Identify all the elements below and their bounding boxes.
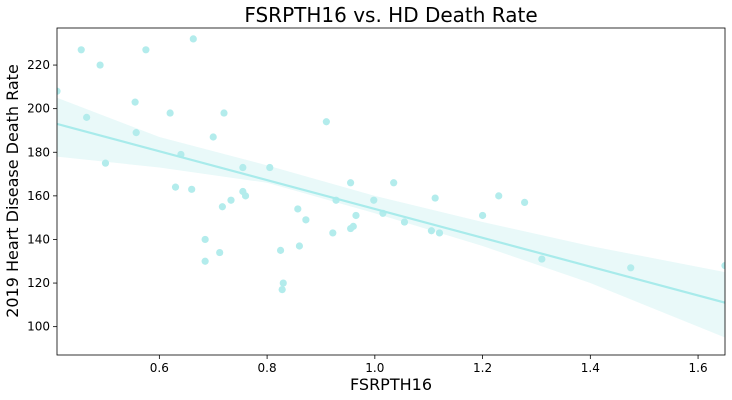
y-tick-label: 180: [27, 145, 50, 159]
data-point: [227, 196, 235, 204]
data-point: [132, 129, 140, 137]
data-point: [721, 262, 725, 270]
x-tick-label: 1.0: [365, 361, 384, 375]
plot-frame: [56, 27, 726, 356]
data-point: [431, 194, 439, 202]
data-point: [279, 279, 287, 287]
x-tick-label: 1.2: [473, 361, 492, 375]
y-tick-label: 100: [27, 320, 50, 334]
data-point: [329, 229, 337, 237]
data-point: [352, 211, 360, 220]
data-point: [349, 222, 357, 230]
regression-line: [57, 122, 725, 304]
data-point: [218, 203, 226, 211]
data-point: [201, 235, 209, 244]
data-point: [521, 198, 529, 206]
data-point: [189, 35, 197, 43]
x-tick-label: 0.6: [150, 361, 169, 375]
x-tick-label: 0.8: [258, 361, 277, 375]
data-point: [276, 246, 285, 254]
data-point: [346, 179, 355, 187]
y-axis-label: 2019 Heart Disease Death Rate: [3, 64, 22, 318]
data-point: [216, 248, 224, 257]
y-tick-label: 140: [27, 232, 50, 246]
data-point: [278, 286, 286, 294]
data-point: [77, 46, 85, 54]
data-point: [478, 211, 487, 220]
data-point: [322, 118, 330, 126]
data-point: [239, 163, 247, 172]
data-point: [57, 87, 61, 95]
data-point: [101, 159, 110, 167]
data-point: [538, 255, 546, 263]
data-point: [83, 113, 91, 121]
data-point: [294, 205, 302, 213]
data-point: [142, 46, 150, 54]
data-point: [302, 216, 310, 224]
data-point: [131, 98, 139, 106]
chart-title: FSRPTH16 vs. HD Death Rate: [244, 3, 537, 27]
data-point: [370, 196, 378, 204]
data-point: [435, 229, 444, 237]
data-point: [427, 227, 436, 235]
data-point: [188, 185, 196, 193]
data-point: [209, 133, 217, 141]
data-point: [266, 163, 274, 172]
data-point: [166, 109, 174, 117]
confidence-band: [57, 97, 725, 338]
x-tick-label: 1.4: [581, 361, 600, 375]
y-axis: 100 120 140 160 180 200 220: [27, 58, 57, 334]
y-tick-label: 120: [27, 276, 50, 290]
data-point: [295, 242, 304, 250]
data-point: [220, 109, 228, 117]
x-axis: 0.6 0.8 1.0 1.2 1.4 1.6: [150, 355, 708, 375]
y-tick-label: 200: [27, 102, 50, 116]
y-tick-label: 220: [27, 58, 50, 72]
data-point: [96, 61, 104, 69]
data-point: [171, 183, 180, 191]
x-axis-label: FSRPTH16: [350, 375, 432, 394]
data-point: [201, 257, 209, 265]
data-point: [390, 179, 398, 187]
data-point: [241, 192, 250, 200]
data-point: [495, 192, 503, 200]
x-tick-label: 1.6: [689, 361, 708, 375]
y-tick-label: 160: [27, 189, 50, 203]
plot-area: [57, 35, 725, 338]
data-point: [627, 264, 635, 272]
data-point: [400, 218, 409, 226]
